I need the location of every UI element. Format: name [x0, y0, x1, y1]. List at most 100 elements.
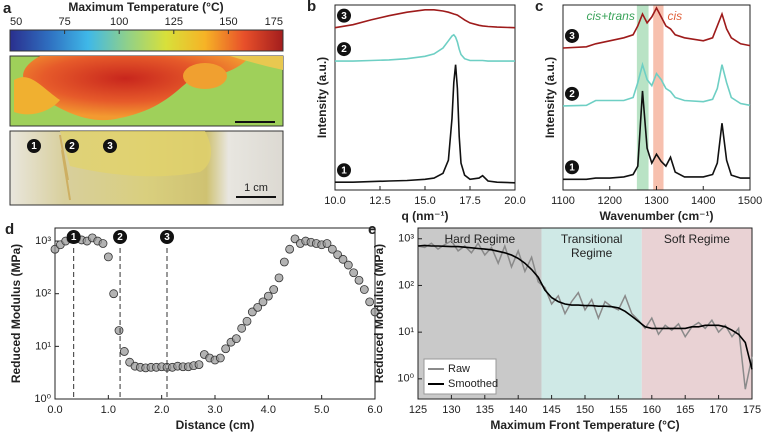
scatter-point	[258, 297, 268, 307]
marker-badge	[66, 230, 81, 244]
y-tick-label: 10¹	[398, 326, 414, 338]
y-tick-label: 10²	[398, 279, 414, 291]
x-axis-label: Distance (cm)	[176, 418, 255, 432]
marker-badge	[565, 28, 579, 43]
panel-letter: e	[368, 221, 376, 238]
x-tick-label: 145	[542, 404, 560, 416]
region-label: Regime	[571, 246, 613, 260]
scatter-point	[221, 344, 231, 354]
region	[641, 228, 752, 399]
marker-label: 2	[569, 89, 575, 100]
x-tick-label: 1200	[598, 195, 622, 207]
scatter-point	[343, 260, 353, 270]
scatter-point	[338, 254, 348, 264]
x-tick-label: 170	[709, 404, 727, 416]
band-label: cis	[668, 9, 683, 23]
scatter-point	[109, 289, 119, 299]
scatter-point	[365, 297, 375, 307]
x-tick-label: 20.0	[504, 195, 525, 207]
x-axis-label: Wavenumber (cm⁻¹)	[600, 209, 714, 223]
scatter-point	[354, 275, 364, 285]
x-tick-label: 1.0	[101, 404, 116, 416]
marker-label: 1	[341, 165, 347, 176]
region-label: Soft Regime	[664, 232, 730, 246]
legend-label: Raw	[448, 363, 470, 375]
x-tick-label: 130	[442, 404, 460, 416]
scatter-point	[194, 360, 204, 370]
marker-label: 1	[31, 141, 37, 152]
x-tick-label: 15.0	[414, 195, 435, 207]
plot-frame	[334, 4, 516, 191]
thermal-image	[9, 55, 284, 127]
marker-label: 2	[69, 141, 75, 152]
x-tick-label: 5.0	[314, 404, 329, 416]
scatter-point	[98, 239, 108, 248]
marker-badge	[103, 139, 117, 153]
x-tick-label: 1500	[738, 195, 762, 207]
marker-badge	[160, 230, 174, 244]
marker-label: 2	[117, 232, 123, 243]
marker-label: 3	[107, 141, 113, 152]
colorbar	[9, 29, 284, 52]
plot-frame	[54, 227, 376, 400]
scatter-point	[114, 326, 124, 335]
x-tick-label: 125	[409, 404, 427, 416]
data-line	[563, 90, 750, 181]
scatter-point	[242, 316, 252, 326]
data-line	[417, 244, 753, 370]
scatter-point	[322, 239, 332, 248]
x-tick-label: 2.0	[154, 404, 169, 416]
y-tick-label: 10³	[35, 235, 51, 247]
scatter-point	[231, 334, 241, 344]
y-tick-label: 10²	[35, 288, 51, 300]
marker-badge	[113, 230, 128, 244]
x-tick-label: 4.0	[261, 404, 276, 416]
marker-badge	[337, 8, 351, 23]
x-tick-label: 3.0	[207, 404, 222, 416]
panel-letter: c	[535, 0, 543, 15]
x-tick-label: 1100	[551, 195, 575, 207]
data-line	[562, 6, 751, 49]
data-line	[335, 33, 515, 62]
x-tick-label: 140	[509, 404, 527, 416]
marker-badge	[565, 86, 579, 101]
marker-label: 1	[569, 162, 575, 173]
scatter-point	[103, 252, 113, 262]
colorbar-tick-label: 100	[110, 16, 128, 28]
panel-letter: d	[5, 221, 14, 238]
data-line	[417, 239, 753, 390]
marker-label: 3	[164, 232, 170, 243]
band	[653, 5, 664, 190]
scatter-point	[359, 285, 369, 294]
band-label: cis+trans	[587, 9, 635, 23]
data-line	[334, 9, 516, 29]
x-axis-label: q (nm⁻¹)	[402, 209, 449, 223]
x-tick-label: 6.0	[367, 404, 382, 416]
scatter-point	[279, 257, 289, 267]
marker-label: 2	[341, 44, 347, 55]
x-tick-label: 165	[676, 404, 694, 416]
scatter-point	[253, 302, 263, 312]
colorbar-tick-label: 50	[10, 16, 22, 28]
x-tick-label: 135	[476, 404, 494, 416]
scatter-point	[327, 244, 337, 254]
colorbar-tick-label: 125	[165, 16, 183, 28]
scatter-point	[370, 307, 380, 317]
x-tick-label: 1400	[691, 195, 715, 207]
scatter-point	[285, 244, 295, 254]
scatter-point	[119, 347, 129, 356]
x-tick-label: 10.0	[324, 195, 345, 207]
data-line	[335, 64, 516, 184]
x-tick-label: 0.0	[47, 404, 62, 416]
marker-badge	[565, 160, 579, 175]
scatter-point	[349, 268, 359, 278]
photo-image	[9, 130, 284, 206]
legend-label: Smoothed	[448, 378, 498, 390]
y-tick-label: 10⁰	[397, 373, 414, 385]
marker-label: 1	[71, 232, 77, 243]
scatter-point	[274, 273, 284, 283]
scatter-point	[215, 353, 225, 363]
x-tick-label: 160	[643, 404, 661, 416]
marker-badge	[337, 163, 351, 178]
